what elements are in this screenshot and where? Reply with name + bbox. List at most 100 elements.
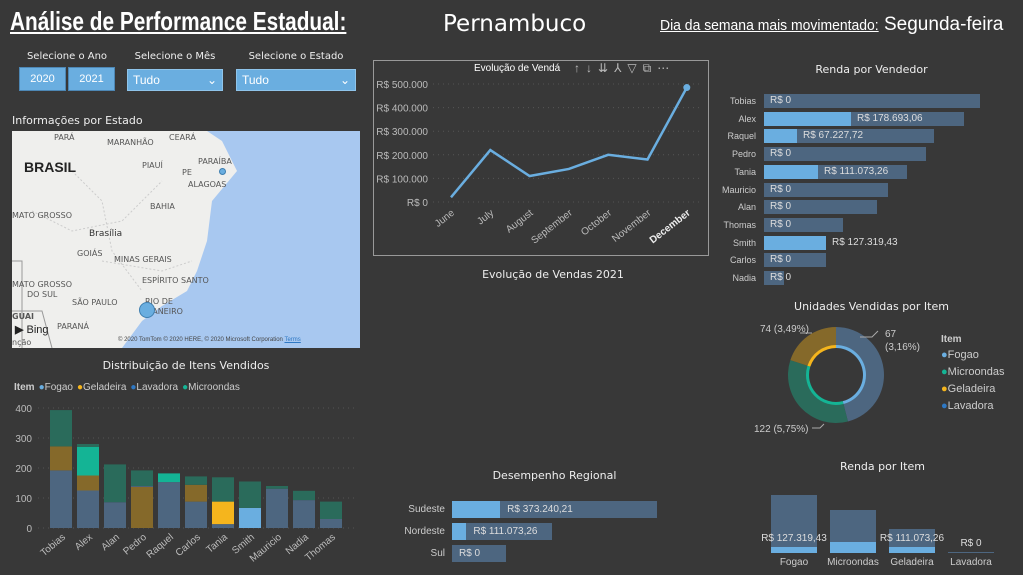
focus-mode-icon[interactable]: ⧉	[642, 61, 658, 75]
bar-segment[interactable]	[131, 470, 153, 486]
data-label: R$ 111.073,26	[473, 526, 538, 537]
selected-state: Pernambuco	[443, 11, 587, 37]
row-label: Alex	[738, 113, 756, 124]
bar-segment[interactable]	[293, 490, 315, 501]
bar-segment[interactable]	[266, 486, 288, 489]
year-2020-button[interactable]: 2020	[19, 67, 66, 91]
terms-link[interactable]: Terms	[284, 337, 301, 343]
y-tick-label: 400	[15, 404, 32, 415]
legend-item[interactable]: ●Geladeira	[941, 383, 996, 395]
line-chart-card[interactable]: Evolução de Vendá ↑↓⇊⅄▽⧉⋯	[373, 60, 709, 256]
month-value: Tudo	[133, 73, 160, 87]
bar-segment[interactable]	[131, 486, 153, 487]
donut-legend: Item ●Fogao ●Microondas ●Geladeira ●Lavadora	[941, 334, 1005, 417]
bar-segment[interactable]	[77, 444, 99, 447]
bar-segment[interactable]	[158, 473, 180, 483]
year-filter-label: Selecione o Ano	[26, 51, 108, 62]
donut-slice[interactable]	[788, 360, 848, 423]
bar-segment[interactable]	[320, 501, 342, 519]
donut-slice[interactable]	[807, 345, 836, 367]
bar-segment[interactable]	[185, 501, 207, 528]
bar-segment[interactable]	[239, 481, 261, 508]
regional-title: Desempenho Regional	[492, 469, 617, 482]
bar-total	[764, 94, 980, 108]
data-label: R$ 0	[770, 254, 792, 266]
bar-segment[interactable]	[104, 464, 126, 503]
hierarchy-icon[interactable]: ⅄	[614, 61, 628, 75]
drill-down-icon[interactable]: ↓	[586, 61, 598, 75]
data-label: R$ 0	[770, 201, 792, 213]
donut-label-microondas: 122 (5,75%)	[754, 424, 809, 435]
legend-item[interactable]: ●Lavadora	[941, 400, 994, 412]
row-label: Sul	[430, 548, 445, 559]
drill-up-icon[interactable]: ↑	[574, 61, 586, 75]
renda-vendedor-title: Renda por Vendedor	[815, 63, 928, 76]
bar-segment[interactable]	[320, 519, 342, 528]
bar-segment[interactable]	[104, 502, 126, 528]
year-2021-button[interactable]: 2021	[68, 67, 115, 91]
legend-item[interactable]: ●Fogao	[941, 349, 979, 361]
leader-line	[812, 423, 825, 429]
bar-segment[interactable]	[185, 476, 207, 485]
legend-item[interactable]: ●Microondas	[182, 382, 240, 393]
bar-segment[interactable]	[185, 484, 207, 502]
state-value: Tudo	[242, 73, 269, 87]
map-bubble-rio[interactable]	[139, 302, 155, 318]
map-label-country: BRASIL	[24, 159, 77, 175]
bar-total	[948, 552, 994, 553]
map-label: GOIÁS	[77, 249, 103, 258]
legend-item[interactable]: ●Fogao	[38, 382, 73, 393]
donut-slice[interactable]	[836, 327, 884, 422]
donut-slice[interactable]	[836, 345, 866, 405]
row-label: Mauricio	[721, 184, 756, 195]
bar-segment[interactable]	[50, 470, 72, 528]
bar-segment[interactable]	[50, 410, 72, 447]
x-tick-label: September	[529, 207, 575, 246]
filter-icon[interactable]: ▽	[627, 61, 643, 75]
map-label: ALAGOAS	[188, 180, 227, 189]
bar-segment[interactable]	[77, 447, 99, 476]
map-bubble-pernambuco[interactable]	[219, 168, 226, 175]
bar-segment[interactable]	[131, 486, 153, 528]
bar-segment[interactable]	[266, 488, 288, 528]
bing-logo: ▶ Bing	[15, 324, 49, 336]
legend-title: Item	[14, 382, 35, 393]
bar-segment[interactable]	[158, 482, 180, 528]
bar-segment[interactable]	[212, 501, 234, 525]
line-point[interactable]	[683, 84, 691, 92]
donut-label-geladeira: 74 (3,49%)	[760, 324, 809, 335]
bar-segment[interactable]	[50, 446, 72, 471]
data-label: R$ 0	[459, 548, 481, 559]
legend-item[interactable]: ●Lavadora	[130, 382, 179, 393]
data-label: R$ 0	[960, 538, 982, 549]
row-label: Sudeste	[408, 504, 445, 515]
bar-segment[interactable]	[239, 507, 261, 528]
map-label: DO SUL	[27, 290, 58, 299]
donut-slice[interactable]	[806, 365, 844, 405]
map-label: PARÁ	[54, 133, 75, 142]
expand-all-icon[interactable]: ⇊	[598, 61, 615, 75]
attribution-text: © 2020 TomTom © 2020 HERE, © 2020 Micros…	[118, 337, 283, 343]
map-label: SÃO PAULO	[72, 298, 118, 307]
row-label: Tobias	[729, 96, 756, 106]
bar-segment[interactable]	[212, 524, 234, 528]
month-dropdown[interactable]: Tudo ⌄	[127, 69, 223, 91]
map-label: MATO GROSSO	[12, 211, 72, 220]
bar-segment[interactable]	[77, 475, 99, 491]
bar-segment[interactable]	[293, 500, 315, 528]
donut-slice[interactable]	[790, 327, 836, 367]
bar-highlight	[830, 541, 876, 553]
legend-item[interactable]: ●Microondas	[941, 366, 1005, 378]
busiest-day-label: Dia da semana mais movimentado:	[660, 17, 879, 34]
legend-item[interactable]: ●Geladeira	[76, 382, 127, 393]
state-dropdown[interactable]: Tudo ⌄	[236, 69, 356, 91]
map-label: PARAÍBA	[198, 157, 232, 166]
map-label: MARANHÃO	[107, 138, 154, 147]
bar-segment[interactable]	[212, 477, 234, 502]
bar-segment[interactable]	[77, 490, 99, 529]
more-options-icon[interactable]: ⋯	[657, 61, 676, 75]
x-tick-label: Alan	[100, 532, 122, 553]
map[interactable]: PARÁ MARANHÃO CEARÁ PARAÍBA PIAUÍ PE ALA…	[12, 131, 360, 348]
visual-header-icons: ↑↓⇊⅄▽⧉⋯	[574, 61, 675, 75]
